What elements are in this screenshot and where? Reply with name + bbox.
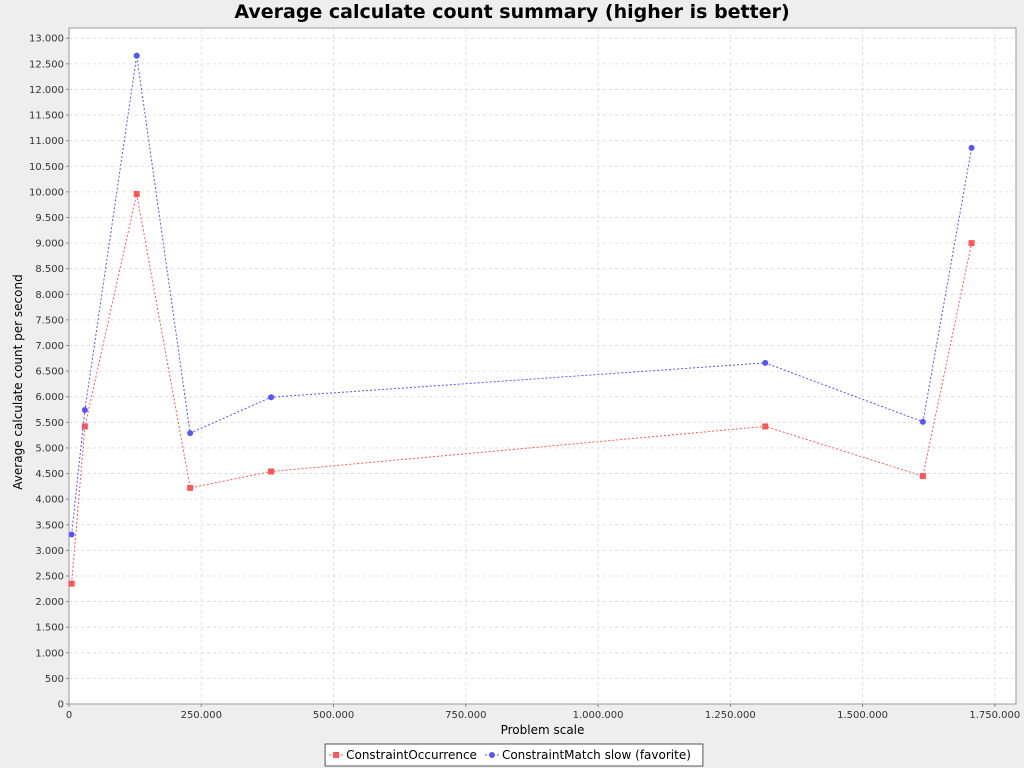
y-tick-label: 3.500 [35,520,64,531]
y-tick-label: 12.000 [29,85,64,96]
data-point [68,580,75,587]
data-point [133,52,140,59]
x-tick-label: 750.000 [445,710,486,721]
data-point [919,473,926,480]
data-point [187,484,194,491]
y-tick-label: 500 [45,674,64,685]
legend-label: ConstraintMatch slow (favorite) [502,748,691,762]
y-tick-label: 1.500 [35,623,64,634]
y-tick-label: 6.000 [35,392,64,403]
y-tick-label: 11.500 [29,111,64,122]
y-tick-label: 2.500 [35,571,64,582]
x-tick-label: 1.000.000 [573,710,624,721]
data-point [68,531,75,538]
x-tick-label: 0 [66,710,72,721]
y-tick-label: 6.500 [35,367,64,378]
y-tick-label: 4.000 [35,495,64,506]
plot-area [68,27,1017,705]
data-point [968,240,975,247]
y-tick-label: 3.000 [35,546,64,557]
data-point [762,423,769,430]
y-tick-label: 7.000 [35,341,64,352]
data-point [133,190,140,197]
series-line [71,193,973,584]
data-point [919,418,926,425]
grid [69,28,1016,704]
legend-label: ConstraintOccurrence [346,748,477,762]
y-tick-label: 5.500 [35,418,64,429]
x-tick-label: 250.000 [181,710,222,721]
y-tick-label: 10.500 [29,162,64,173]
y-axis-label: Average calculate count per second [11,274,25,489]
data-point [268,468,275,475]
axes: 0 500 1.000 1.500 2.000 2.500 3.000 3.500 4.000 4… [29,34,1020,721]
y-tick-label: 5.000 [35,443,64,454]
y-tick-label: 10.000 [29,187,64,198]
y-tick-label: 12.500 [29,59,64,70]
x-tick-label: 1.500.000 [837,710,888,721]
series-1 [68,52,975,538]
series-line [71,55,973,535]
data-point [81,407,88,414]
x-axis-label: Problem scale [501,723,585,737]
data-point [81,423,88,430]
x-tick-label: 1.750.000 [969,710,1020,721]
y-tick-label: 8.500 [35,264,64,275]
y-tick-label: 0 [58,700,64,711]
y-tick-label: 9.000 [35,239,64,250]
y-tick-label: 8.000 [35,290,64,301]
data-point [187,430,194,437]
y-tick-label: 11.000 [29,136,64,147]
series-layer [68,52,975,587]
legend-marker [333,752,340,758]
y-tick-label: 1.000 [35,648,64,659]
legend-box [324,743,704,767]
y-tick-label: 13.000 [29,34,64,45]
y-tick-label: 9.500 [35,213,64,224]
x-tick-label: 500.000 [313,710,354,721]
chart-title: Average calculate count summary (higher … [234,1,789,23]
legend: ConstraintOccurrence ConstraintMatch slow… [324,743,704,767]
y-tick-label: 2.000 [35,597,64,608]
y-tick-label: 7.500 [35,315,64,326]
data-point [268,394,275,401]
legend-marker [488,752,495,758]
y-tick-label: 4.500 [35,469,64,480]
data-point [762,359,769,366]
data-point [968,144,975,151]
series-0 [68,190,975,587]
x-tick-label: 1.250.000 [705,710,756,721]
